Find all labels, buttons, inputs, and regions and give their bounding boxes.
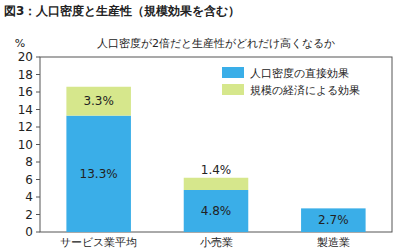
y-tick-label: 4 bbox=[25, 190, 33, 204]
legend-swatch bbox=[222, 67, 244, 78]
y-tick bbox=[36, 109, 40, 110]
data-label: 2.7% bbox=[318, 213, 349, 227]
x-tick-label: 小売業 bbox=[200, 236, 233, 249]
bar bbox=[301, 208, 366, 232]
bar bbox=[184, 190, 249, 232]
plot-frame bbox=[40, 57, 392, 232]
bars bbox=[66, 87, 365, 232]
legend-box bbox=[216, 61, 388, 101]
y-tick bbox=[36, 179, 40, 180]
data-label: 13.3% bbox=[80, 167, 118, 181]
data-labels: 13.3% 4.8% 2.7% 3.3% 1.4% bbox=[80, 94, 349, 227]
y-tick-label: 8 bbox=[25, 155, 33, 169]
data-label: 1.4% bbox=[201, 163, 232, 177]
y-tick bbox=[36, 92, 40, 93]
y-tick-label: 10 bbox=[18, 138, 33, 152]
y-tick bbox=[36, 74, 40, 75]
x-tick-label: サービス業平均 bbox=[60, 236, 137, 249]
title: 図3：人口密度と生産性（規模効果を含む） bbox=[4, 4, 240, 18]
legend-swatch bbox=[222, 84, 244, 95]
y-tick bbox=[36, 197, 40, 198]
y-tick-label: 2 bbox=[25, 208, 33, 222]
subtitle: 人口密度が2倍だと生産性がどれだけ高くなるか bbox=[97, 37, 335, 50]
y-tick bbox=[36, 162, 40, 163]
x-tick-label: 製造業 bbox=[317, 236, 350, 249]
legend-label: 規模の経済による効果 bbox=[250, 84, 360, 97]
chart: 図3：人口密度と生産性（規模効果を含む） 人口密度が2倍だと生産性がどれだけ高くな… bbox=[0, 0, 400, 250]
y-tick-label: 14 bbox=[18, 103, 33, 117]
y-tick-label: 18 bbox=[18, 68, 33, 82]
y-tick bbox=[36, 127, 40, 128]
y-tick bbox=[36, 144, 40, 145]
data-label: 3.3% bbox=[83, 94, 114, 108]
y-tick bbox=[36, 232, 40, 233]
legend-label: 人口密度の直接効果 bbox=[250, 67, 349, 80]
y-tick-label: 16 bbox=[18, 85, 33, 99]
y-tick-label: 20 bbox=[18, 50, 33, 64]
y-axis-label: % bbox=[15, 37, 25, 50]
bar bbox=[66, 87, 131, 116]
y-tick bbox=[36, 214, 40, 215]
legend: 人口密度の直接効果規模の経済による効果 bbox=[216, 61, 388, 101]
y-tick-label: 12 bbox=[18, 120, 33, 134]
y-tick-label: 0 bbox=[25, 225, 33, 239]
data-label: 4.8% bbox=[201, 204, 232, 218]
bar bbox=[66, 116, 131, 232]
bar bbox=[184, 178, 249, 190]
y-tick-label: 6 bbox=[25, 173, 33, 187]
y-tick bbox=[36, 57, 40, 58]
